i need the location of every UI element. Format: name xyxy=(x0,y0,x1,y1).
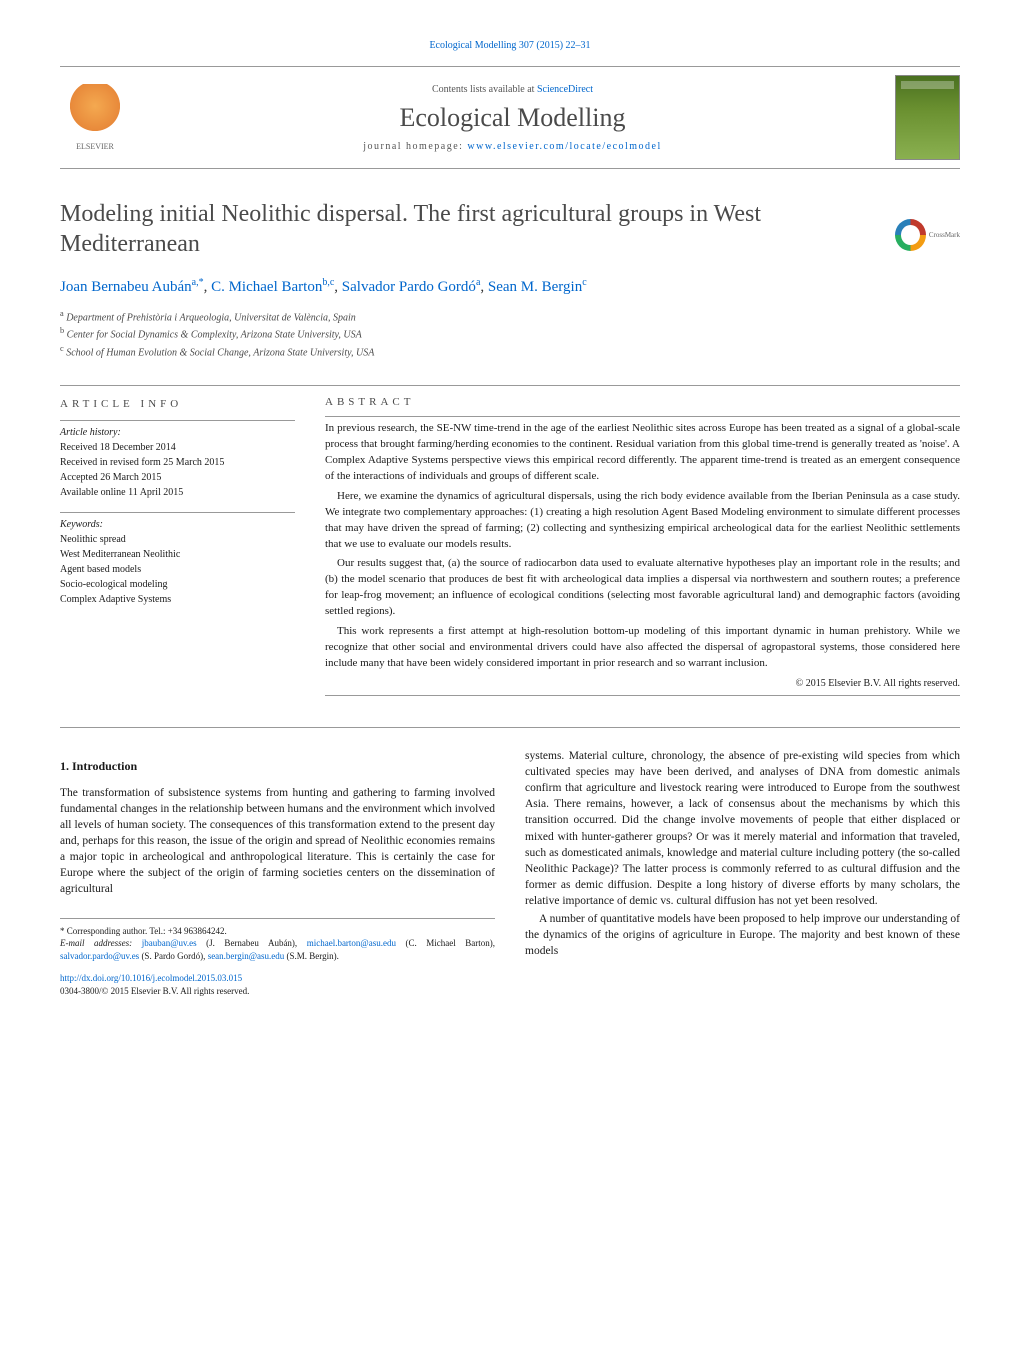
doi-link[interactable]: http://dx.doi.org/10.1016/j.ecolmodel.20… xyxy=(60,973,242,983)
doi-block: http://dx.doi.org/10.1016/j.ecolmodel.20… xyxy=(60,972,495,997)
history-label: Article history: xyxy=(60,425,295,440)
journal-header: ELSEVIER Contents lists available at Sci… xyxy=(60,66,960,169)
email-addresses-line: E-mail addresses: jbauban@uv.es (J. Bern… xyxy=(60,937,495,962)
elsevier-label: ELSEVIER xyxy=(76,142,114,151)
keywords-label: Keywords: xyxy=(60,517,295,532)
author-2[interactable]: C. Michael Barton xyxy=(211,279,322,295)
author-4-affil: c xyxy=(582,277,586,288)
keyword-item: Socio-ecological modeling xyxy=(60,577,295,592)
email-link[interactable]: michael.barton@asu.edu xyxy=(307,938,396,948)
article-info-heading: ARTICLE INFO xyxy=(60,396,295,413)
author-2-affil: b,c xyxy=(322,277,334,288)
body-column-left: 1. Introduction The transformation of su… xyxy=(60,748,495,997)
corresponding-author-note: * Corresponding author. Tel.: +34 963864… xyxy=(60,925,495,938)
elsevier-logo: ELSEVIER xyxy=(60,78,130,158)
section-heading-introduction: 1. Introduction xyxy=(60,758,495,775)
affiliation-b: b Center for Social Dynamics & Complexit… xyxy=(60,325,960,342)
keyword-item: West Mediterranean Neolithic xyxy=(60,547,295,562)
article-history-block: Article history: Received 18 December 20… xyxy=(60,425,295,500)
history-accepted: Accepted 26 March 2015 xyxy=(60,470,295,485)
affiliation-c: c School of Human Evolution & Social Cha… xyxy=(60,343,960,360)
history-received: Received 18 December 2014 xyxy=(60,440,295,455)
journal-name: Ecological Modelling xyxy=(130,103,895,133)
affiliations-block: a Department of Prehistòria i Arqueologi… xyxy=(60,308,960,360)
crossmark-badge[interactable]: CrossMark xyxy=(895,215,960,255)
author-3[interactable]: Salvador Pardo Gordó xyxy=(342,279,476,295)
sciencedirect-link[interactable]: ScienceDirect xyxy=(537,84,593,95)
history-online: Available online 11 April 2015 xyxy=(60,485,295,500)
article-info-column: ARTICLE INFO Article history: Received 1… xyxy=(60,396,295,702)
body-paragraph: systems. Material culture, chronology, t… xyxy=(525,748,960,909)
author-3-affil: a xyxy=(476,277,480,288)
authors-line: Joan Bernabeu Aubána,*, C. Michael Barto… xyxy=(60,277,960,296)
email-link[interactable]: sean.bergin@asu.edu xyxy=(208,951,285,961)
history-revised: Received in revised form 25 March 2015 xyxy=(60,455,295,470)
abstract-p: Here, we examine the dynamics of agricul… xyxy=(325,489,960,553)
abstract-p: In previous research, the SE-NW time-tre… xyxy=(325,421,960,485)
affiliation-a: a Department of Prehistòria i Arqueologi… xyxy=(60,308,960,325)
abstract-p: This work represents a first attempt at … xyxy=(325,624,960,672)
homepage-prefix: journal homepage: xyxy=(363,141,467,152)
journal-homepage-line: journal homepage: www.elsevier.com/locat… xyxy=(130,141,895,152)
author-1-affil: a, xyxy=(192,277,199,288)
elsevier-tree-icon xyxy=(70,84,120,139)
crossmark-icon xyxy=(895,219,926,251)
author-1[interactable]: Joan Bernabeu Aubán xyxy=(60,279,192,295)
email-link[interactable]: jbauban@uv.es xyxy=(142,938,197,948)
article-title: Modeling initial Neolithic dispersal. Th… xyxy=(60,199,960,259)
contents-lists-line: Contents lists available at ScienceDirec… xyxy=(130,84,895,95)
footnotes-block: * Corresponding author. Tel.: +34 963864… xyxy=(60,918,495,963)
divider xyxy=(60,727,960,728)
journal-reference: Ecological Modelling 307 (2015) 22–31 xyxy=(60,40,960,51)
abstract-column: ABSTRACT In previous research, the SE-NW… xyxy=(325,396,960,702)
body-column-right: systems. Material culture, chronology, t… xyxy=(525,748,960,997)
body-paragraph: A number of quantitative models have bee… xyxy=(525,911,960,959)
body-two-column: 1. Introduction The transformation of su… xyxy=(60,748,960,997)
contents-prefix: Contents lists available at xyxy=(432,84,537,95)
author-1-corresponding-star: * xyxy=(199,277,204,288)
abstract-text: In previous research, the SE-NW time-tre… xyxy=(325,421,960,672)
keywords-block: Keywords: Neolithic spread West Mediterr… xyxy=(60,517,295,607)
issn-copyright: 0304-3800/© 2015 Elsevier B.V. All right… xyxy=(60,986,249,996)
journal-cover-thumbnail xyxy=(895,75,960,160)
header-center: Contents lists available at ScienceDirec… xyxy=(130,84,895,152)
crossmark-label: CrossMark xyxy=(929,231,960,239)
keyword-item: Complex Adaptive Systems xyxy=(60,592,295,607)
keyword-item: Neolithic spread xyxy=(60,532,295,547)
divider xyxy=(60,385,960,386)
abstract-heading: ABSTRACT xyxy=(325,396,960,408)
homepage-link[interactable]: www.elsevier.com/locate/ecolmodel xyxy=(467,141,661,152)
keyword-item: Agent based models xyxy=(60,562,295,577)
body-paragraph: The transformation of subsistence system… xyxy=(60,785,495,898)
author-4[interactable]: Sean M. Bergin xyxy=(488,279,582,295)
abstract-p: Our results suggest that, (a) the source… xyxy=(325,556,960,620)
email-link[interactable]: salvador.pardo@uv.es xyxy=(60,951,139,961)
abstract-copyright: © 2015 Elsevier B.V. All rights reserved… xyxy=(325,678,960,689)
